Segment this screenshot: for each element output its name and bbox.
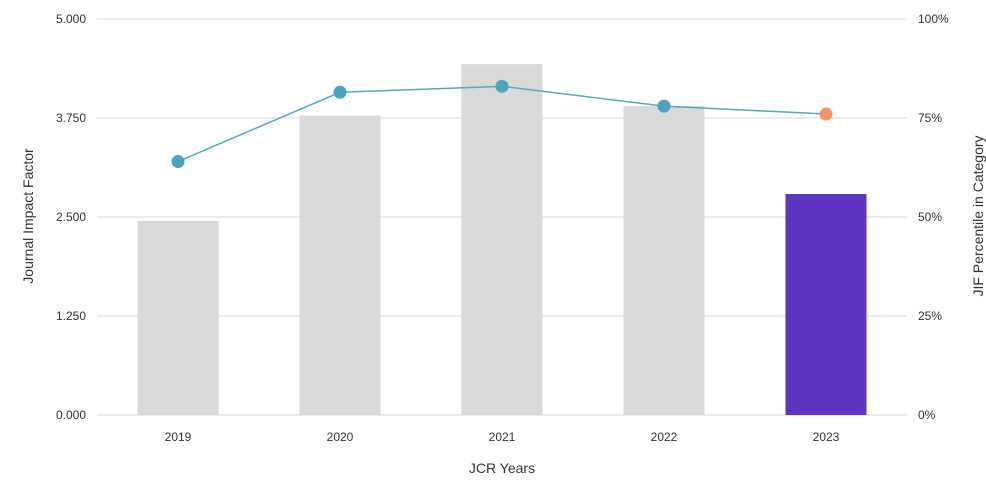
left-axis-ticks: 0.000 1.250 2.500 3.750 5.000 bbox=[56, 12, 86, 422]
x-tick-label: 2023 bbox=[813, 430, 840, 444]
y-tick-label: 2.500 bbox=[56, 210, 86, 224]
bar-2021 bbox=[461, 64, 543, 416]
y2-tick-label: 100% bbox=[918, 12, 949, 26]
percentile-point-2020 bbox=[333, 85, 347, 99]
y-axis-title: Journal Impact Factor bbox=[20, 148, 36, 284]
bar-2019 bbox=[137, 220, 219, 415]
y-tick-label: 1.250 bbox=[56, 309, 86, 323]
percentile-line-series bbox=[171, 79, 833, 169]
y2-tick-label: 75% bbox=[918, 111, 942, 125]
bar-2020 bbox=[299, 115, 381, 416]
y-tick-label: 5.000 bbox=[56, 12, 86, 26]
x-tick-label: 2020 bbox=[327, 430, 354, 444]
percentile-point-2021 bbox=[495, 79, 509, 93]
y-tick-label: 3.750 bbox=[56, 111, 86, 125]
x-tick-label: 2022 bbox=[651, 430, 678, 444]
y2-tick-label: 25% bbox=[918, 309, 942, 323]
percentile-point-2022 bbox=[657, 99, 671, 113]
percentile-point-2019 bbox=[171, 155, 185, 169]
x-axis-title: JCR Years bbox=[469, 460, 535, 476]
bar-series bbox=[137, 64, 867, 416]
bar-2022 bbox=[623, 106, 705, 416]
y2-axis-title: JIF Percentile in Category bbox=[970, 135, 986, 296]
right-axis-ticks: 0% 25% 50% 75% 100% bbox=[918, 12, 949, 422]
x-axis-ticks: 2019 2020 2021 2022 2023 bbox=[165, 430, 840, 444]
bar-2023 bbox=[785, 194, 867, 415]
y2-tick-label: 50% bbox=[918, 210, 942, 224]
percentile-point-2023 bbox=[819, 107, 833, 121]
x-tick-label: 2021 bbox=[489, 430, 516, 444]
y2-tick-label: 0% bbox=[918, 408, 936, 422]
y-tick-label: 0.000 bbox=[56, 408, 86, 422]
x-tick-label: 2019 bbox=[165, 430, 192, 444]
